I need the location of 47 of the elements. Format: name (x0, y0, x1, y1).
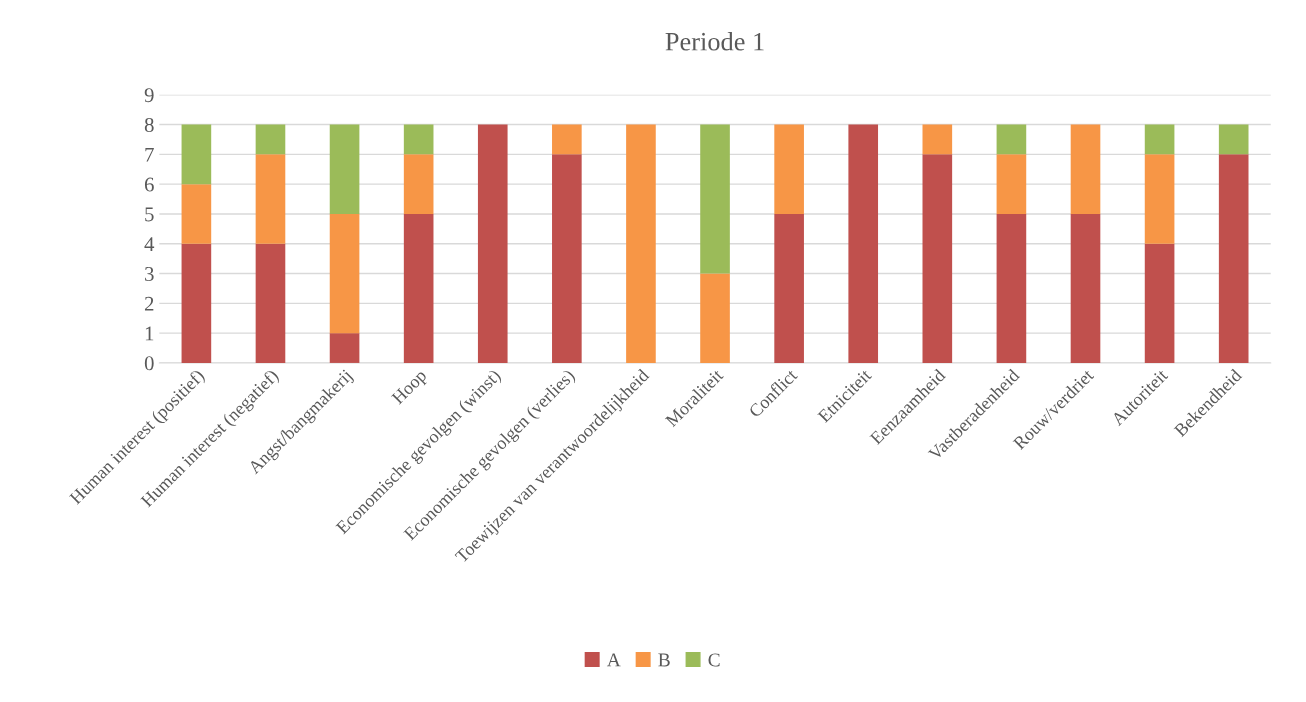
y-tick-label: 9 (144, 88, 154, 103)
bar (1218, 124, 1249, 155)
bar (552, 154, 582, 363)
y-tick-label: 7 (145, 147, 154, 162)
y-tick-label: 1 (145, 326, 154, 341)
bar (700, 273, 730, 363)
bar (774, 124, 804, 214)
bar (255, 154, 286, 244)
bar (996, 124, 1027, 155)
bar (329, 124, 360, 214)
bar (1144, 154, 1175, 244)
bar (848, 124, 879, 363)
y-tick-label: 2 (144, 296, 154, 311)
bar (996, 154, 1027, 214)
bar (329, 333, 360, 363)
bar (626, 124, 656, 363)
chart-title: Periode 1 (665, 32, 764, 51)
bar (403, 124, 434, 155)
bar (403, 213, 434, 363)
bar (1218, 154, 1249, 363)
bar (181, 243, 212, 363)
bar (1070, 124, 1101, 214)
bar (922, 154, 953, 363)
y-tick-label: 0 (144, 356, 154, 371)
bar (774, 213, 804, 363)
y-tick-label: 6 (144, 177, 154, 192)
bar (1144, 243, 1175, 363)
y-tick-label: 5 (145, 207, 154, 222)
legend-label: B (658, 653, 670, 667)
bar (181, 124, 212, 185)
bar (700, 124, 730, 274)
bar (329, 213, 360, 334)
y-tick-label: 8 (144, 117, 154, 132)
bar (922, 124, 953, 155)
y-tick-label: 4 (144, 237, 155, 251)
bar (255, 124, 286, 155)
bar (181, 184, 212, 244)
bar (1070, 213, 1101, 363)
bar (255, 243, 286, 363)
bar (1144, 124, 1175, 155)
legend-label: A (606, 653, 621, 667)
bar (552, 124, 582, 155)
legend-label: C (708, 653, 720, 667)
bar (996, 213, 1027, 363)
bar (403, 154, 434, 214)
bar (477, 124, 508, 363)
y-tick-label: 3 (145, 266, 154, 281)
